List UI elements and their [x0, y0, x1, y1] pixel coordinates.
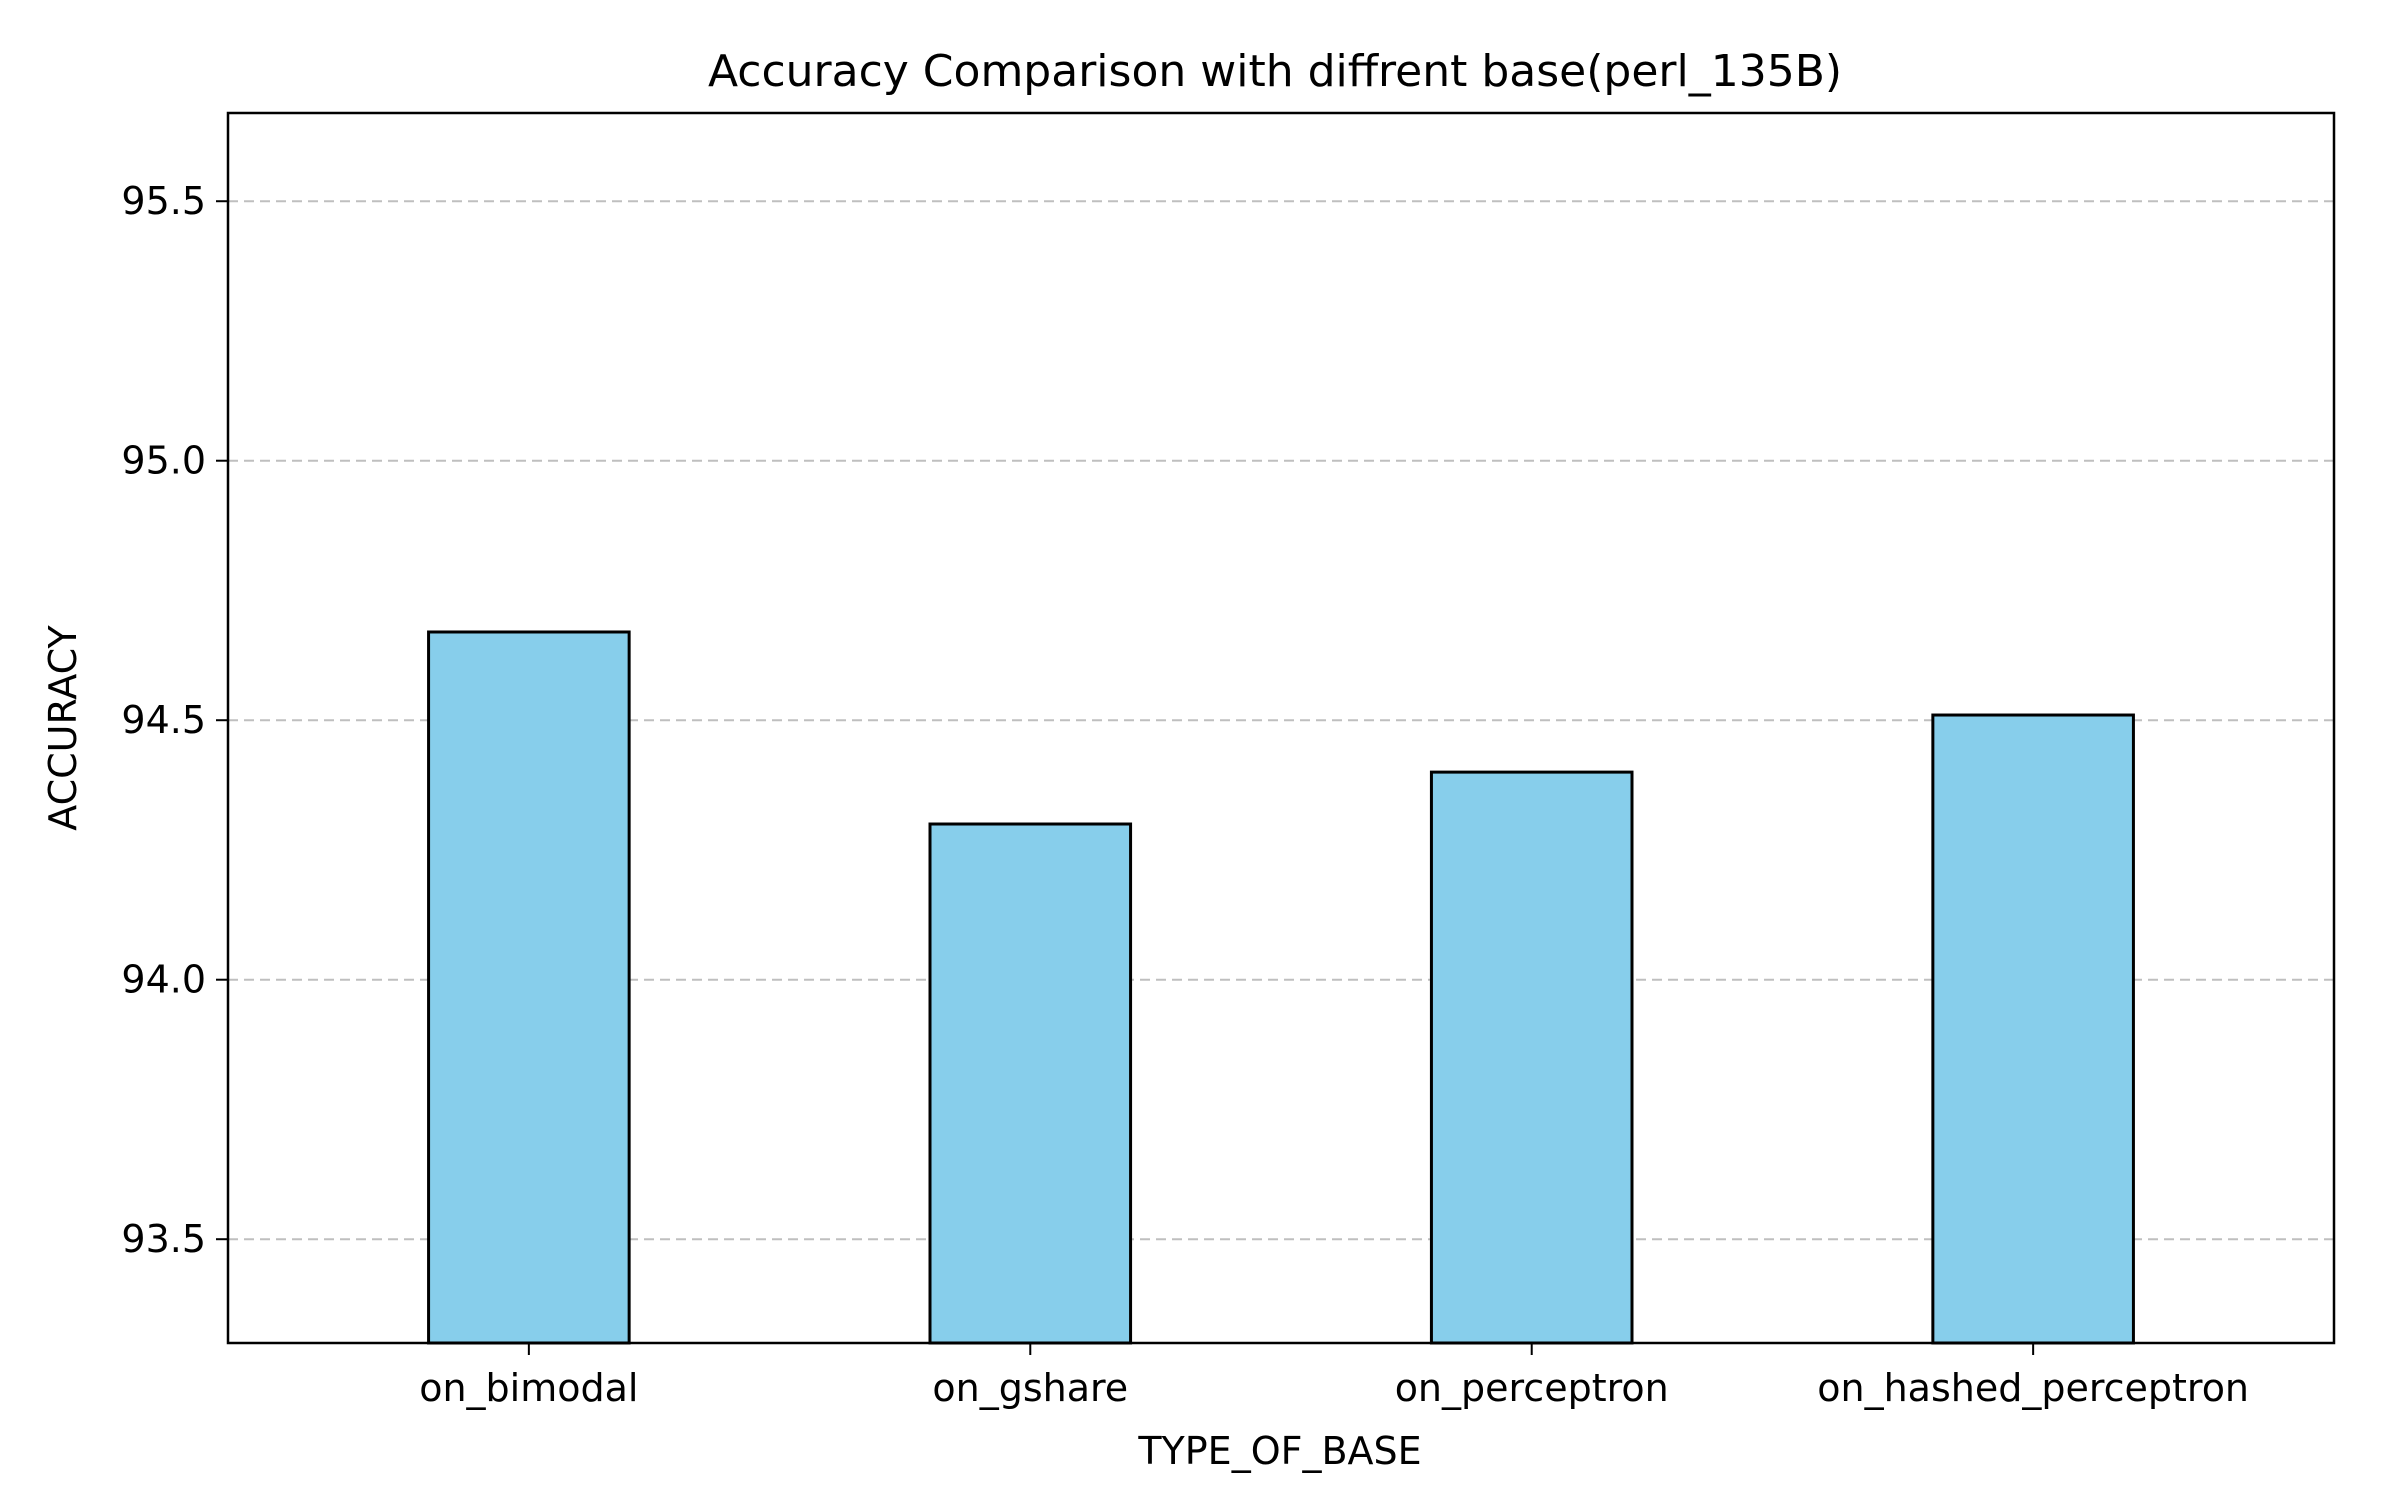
- plot-frame: [226, 111, 2336, 1345]
- x-axis-ticks: on_bimodal on_gshare on_perceptron on_hashe…: [419, 1343, 2249, 1410]
- y-tick-label: 95.0: [121, 439, 206, 483]
- x-tick-label-on_hashed_perceptron: on_hashed_perceptron: [1817, 1366, 2249, 1410]
- x-tick-label-on_perceptron: on_perceptron: [1395, 1366, 1669, 1410]
- y-tick-label: 93.5: [121, 1217, 206, 1261]
- x-tick-label-on_bimodal: on_bimodal: [419, 1366, 638, 1410]
- bar-on_gshare: [928, 822, 1133, 1345]
- x-tick-label-on_gshare: on_gshare: [932, 1366, 1128, 1410]
- y-tick-label: 94.5: [121, 698, 206, 742]
- bar-on_bimodal: [427, 630, 631, 1345]
- y-tick-label: 94.0: [121, 958, 206, 1002]
- x-axis-label: TYPE_OF_BASE: [1137, 1429, 1421, 1473]
- y-tick-label: 95.5: [121, 179, 206, 223]
- y-axis-ticks: 93.5 94.0 94.5 95.0 95.5: [121, 179, 228, 1261]
- bar-on_hashed_perceptron: [1931, 713, 2135, 1345]
- bar-on_perceptron: [1429, 770, 1634, 1345]
- chart-title: Accuracy Comparison with diffrent base(p…: [708, 46, 1842, 97]
- bars: [427, 630, 2135, 1345]
- y-axis-label: ACCURACY: [41, 624, 85, 830]
